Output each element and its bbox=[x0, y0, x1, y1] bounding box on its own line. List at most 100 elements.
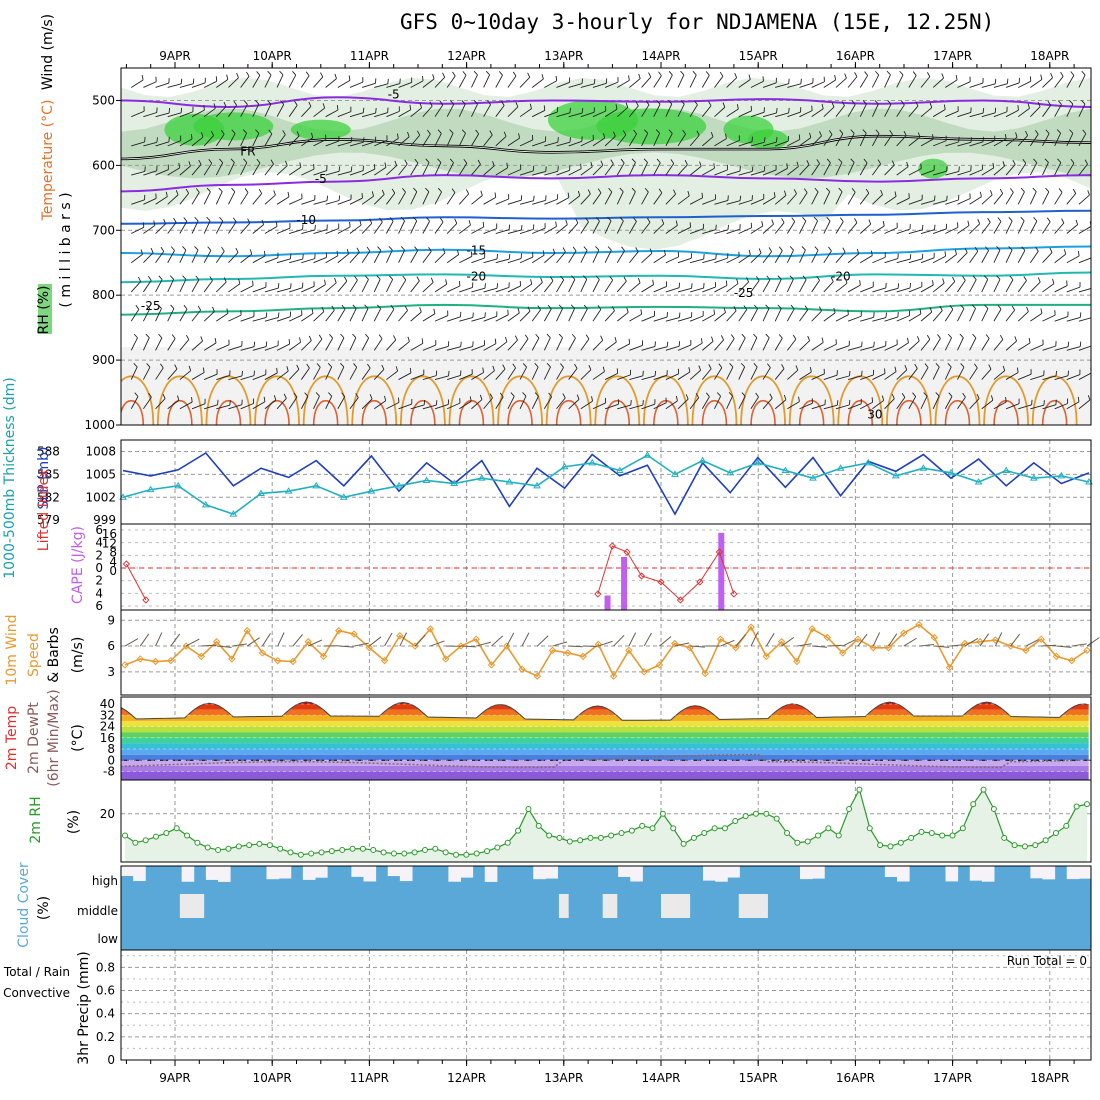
wind-barb-flag bbox=[379, 217, 383, 223]
wind-barb bbox=[398, 249, 406, 263]
wind-barb-flag bbox=[449, 129, 454, 134]
wind-barb-flag bbox=[1077, 396, 1080, 402]
wind-barb bbox=[531, 337, 540, 351]
wind-barb-flag bbox=[722, 102, 726, 108]
wind-barb-flag bbox=[367, 363, 371, 369]
wind-barb bbox=[543, 308, 552, 322]
wind-barb-flag bbox=[277, 312, 280, 318]
wind-barb bbox=[896, 74, 904, 88]
wind-barb bbox=[216, 374, 230, 380]
wind-barb bbox=[568, 195, 581, 205]
wind-barb-10m bbox=[170, 633, 181, 647]
wind-barb bbox=[920, 284, 934, 293]
wind-barb-flag bbox=[1037, 277, 1041, 283]
wind-barb bbox=[1054, 104, 1062, 117]
wind-barb bbox=[398, 279, 407, 293]
rh-marker bbox=[1001, 834, 1008, 841]
rh-marker bbox=[411, 849, 418, 856]
wind-barb bbox=[495, 314, 509, 322]
wind-barb bbox=[993, 165, 1005, 176]
wind-barb bbox=[762, 223, 774, 234]
wind-barb-flag bbox=[197, 305, 202, 311]
wind-barb bbox=[1030, 106, 1041, 117]
wind-barb bbox=[228, 283, 241, 293]
cape-bar bbox=[621, 556, 628, 610]
wind-barb-flag bbox=[658, 71, 662, 77]
wind-barb bbox=[143, 170, 157, 176]
wind-barb bbox=[993, 308, 1002, 322]
wind-barb-flag bbox=[282, 130, 286, 135]
wind-barb-flag bbox=[603, 133, 606, 139]
rh-marker bbox=[773, 815, 780, 822]
wind-barb bbox=[726, 283, 739, 293]
y-tick-label-temp: -8 bbox=[103, 765, 115, 779]
wind-barb-flag bbox=[571, 333, 576, 339]
wind-barb-flag bbox=[694, 100, 698, 106]
wind-barb bbox=[519, 228, 534, 234]
wind-barb-flag bbox=[429, 101, 433, 107]
wind-barb-flag bbox=[748, 249, 751, 255]
wind-barb bbox=[191, 220, 199, 234]
wind-barb-flag bbox=[527, 306, 531, 312]
wind-barb-flag bbox=[210, 130, 214, 136]
wind-barb bbox=[507, 199, 522, 205]
y-tick-label-temp: 40 bbox=[100, 697, 115, 711]
wind-barb-flag bbox=[1033, 217, 1038, 222]
wind-barb-flag bbox=[421, 338, 424, 344]
temp-band bbox=[121, 726, 1089, 733]
wind-barb bbox=[690, 228, 704, 234]
thickness-series-marker bbox=[919, 464, 928, 471]
wind-barb-flag bbox=[547, 304, 552, 310]
wind-barb bbox=[313, 76, 324, 88]
wind-barb bbox=[920, 257, 935, 264]
label-millibars-part: ( m i l l i b a r s ) bbox=[58, 192, 74, 307]
wind-barb bbox=[191, 309, 201, 322]
wind-barb bbox=[629, 313, 642, 322]
wind-barb-flag bbox=[992, 162, 995, 168]
wind-barb bbox=[544, 226, 557, 234]
wind-barb-flag bbox=[1020, 216, 1025, 222]
wind-barb-flag bbox=[200, 336, 203, 342]
wind-barb-flag bbox=[923, 392, 928, 397]
wind-barb-flag bbox=[1057, 158, 1062, 163]
wind-barb bbox=[957, 252, 968, 264]
wind-barb bbox=[969, 398, 980, 410]
wind-barb bbox=[701, 105, 712, 117]
wind-barb-flag bbox=[631, 187, 636, 192]
wind-barb bbox=[677, 226, 691, 234]
wind-barb-flag bbox=[972, 333, 977, 339]
wind-barb bbox=[1005, 220, 1013, 234]
wind-barb bbox=[532, 171, 546, 176]
wind-barb-flag bbox=[821, 337, 824, 343]
wind-barb bbox=[872, 74, 880, 88]
wind-barb bbox=[702, 341, 714, 351]
wind-barb bbox=[860, 401, 873, 410]
wind-barb bbox=[179, 165, 191, 176]
wind-barb bbox=[750, 170, 765, 176]
rh-marker bbox=[473, 850, 480, 857]
wind-barb-flag bbox=[897, 283, 900, 289]
wind-barb-flag bbox=[609, 275, 614, 281]
wind-barb bbox=[191, 164, 202, 176]
wind-barb-flag bbox=[320, 72, 324, 78]
x-tick-label-top: 18APR bbox=[1030, 49, 1069, 63]
hot-contour bbox=[121, 399, 145, 425]
wind-barb-flag bbox=[786, 163, 788, 169]
wind-barb bbox=[167, 167, 180, 176]
wind-barb-flag bbox=[275, 221, 278, 227]
wind-barb-flag bbox=[1044, 158, 1049, 163]
wind-barb bbox=[1042, 314, 1056, 322]
label-wind-part: Wind (m/s) bbox=[40, 14, 56, 90]
wind-barb-flag bbox=[912, 392, 917, 397]
wind-barb bbox=[1078, 103, 1086, 117]
temp-band bbox=[121, 732, 1089, 738]
wind-barb bbox=[167, 250, 175, 263]
wind-barb bbox=[556, 141, 571, 147]
wind-barb bbox=[993, 370, 1005, 380]
wind-barb bbox=[847, 315, 862, 322]
thickness-series-marker bbox=[974, 478, 983, 485]
wind-barb bbox=[130, 309, 140, 322]
wind-barb-flag bbox=[1035, 246, 1039, 252]
wind-barb bbox=[774, 368, 785, 380]
wind-barb bbox=[167, 399, 180, 410]
